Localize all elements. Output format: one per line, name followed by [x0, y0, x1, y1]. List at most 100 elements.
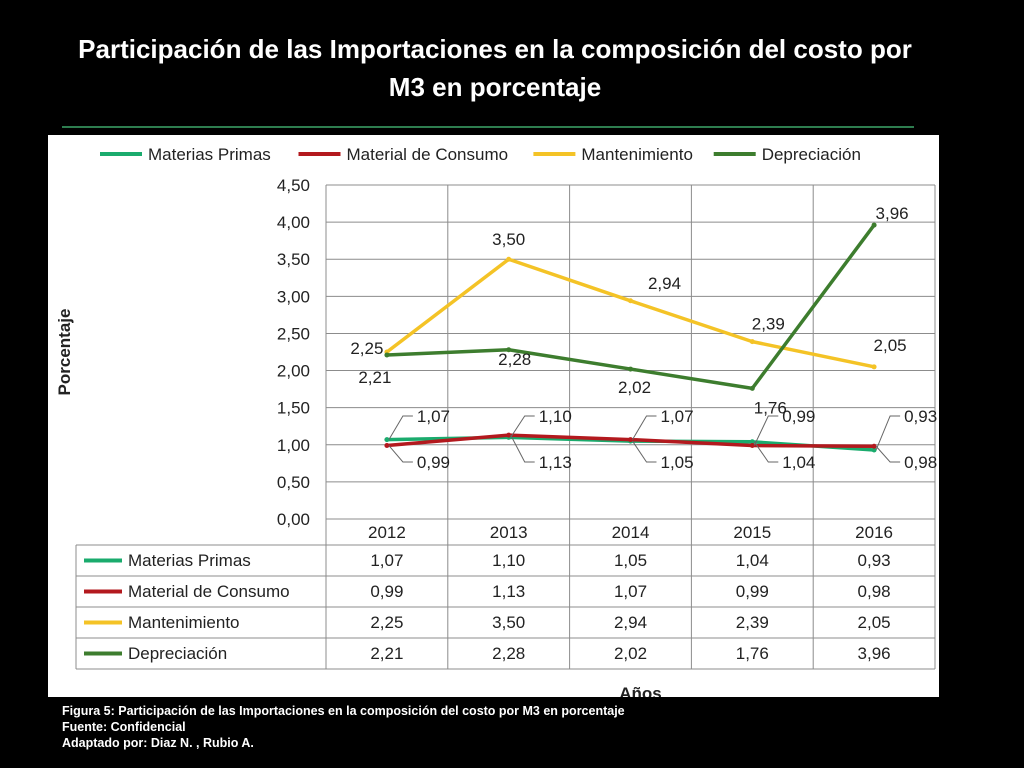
table-cell: 2,21: [370, 644, 403, 663]
callout-leader: [388, 415, 413, 440]
table-cell: 0,99: [736, 582, 769, 601]
table-cell: 2,05: [858, 613, 891, 632]
caption-source-line: Fuente: Confidencial: [62, 720, 186, 734]
table-series-label: Materias Primas: [128, 551, 251, 570]
table-cell: 2,28: [492, 644, 525, 663]
data-point: [384, 437, 390, 443]
x-tick-label: 2014: [612, 523, 650, 542]
callout-leader: [632, 440, 657, 463]
table-cell: 2,02: [614, 644, 647, 663]
data-label: 2,02: [618, 378, 651, 397]
data-label: 1,76: [754, 398, 787, 417]
data-point: [384, 443, 390, 449]
x-tick-label: 2013: [490, 523, 528, 542]
y-tick-label: 2,50: [277, 324, 310, 343]
line-chart: 0,00 0,50 1,00 1,50 2,00 2,50 3,00 3,50 4,00 4,50…: [55, 145, 937, 697]
data-label: 2,25: [350, 339, 383, 358]
data-point: [871, 447, 877, 453]
y-tick-label: 3,00: [277, 287, 310, 306]
table-cell: 1,04: [736, 551, 769, 570]
data-point: [506, 256, 512, 262]
data-point: [749, 443, 755, 449]
table-cell: 2,94: [614, 613, 647, 632]
y-tick-label: 4,50: [277, 176, 310, 195]
table-series-label: Mantenimiento: [128, 613, 240, 632]
data-label: 0,98: [904, 453, 937, 472]
y-tick-label: 2,00: [277, 362, 310, 381]
legend-label: Mantenimiento: [581, 145, 693, 164]
callout-leader: [510, 434, 535, 463]
slide-title: Participación de las Importaciones en la…: [40, 30, 950, 106]
table-cell: 2,25: [370, 613, 403, 632]
data-label: 1,07: [661, 407, 694, 426]
caption-adapted-line: Adaptado por: Diaz N. , Rubio A.: [62, 736, 254, 750]
data-point: [871, 443, 877, 449]
y-axis-title: Porcentaje: [55, 309, 74, 396]
y-tick-label: 4,00: [277, 213, 310, 232]
data-label: 1,05: [661, 453, 694, 472]
data-label: 1,04: [782, 453, 815, 472]
data-point: [506, 432, 512, 438]
callout-leader: [632, 415, 657, 440]
data-label: 2,39: [752, 315, 785, 334]
data-label: 1,10: [539, 407, 572, 426]
table-cell: 3,50: [492, 613, 525, 632]
data-point: [628, 437, 633, 443]
caption-figure-line: Figura 5: Participación de las Importaci…: [62, 704, 625, 718]
y-tick-label: 1,00: [277, 436, 310, 455]
legend-label: Depreciación: [762, 145, 861, 164]
y-tick-label: 1,50: [277, 399, 310, 418]
callout-leader: [753, 415, 779, 446]
chart-panel: 0,00 0,50 1,00 1,50 2,00 2,50 3,00 3,50 4,00 4,50…: [48, 135, 939, 697]
x-tick-label: 2015: [733, 523, 771, 542]
callout-leader: [753, 441, 779, 463]
data-point: [749, 385, 755, 391]
data-label: 2,28: [498, 350, 531, 369]
y-tick-label: 0,00: [277, 510, 310, 529]
legend-label: Materias Primas: [148, 145, 271, 164]
callout-leader: [875, 445, 901, 463]
table-cell: 1,05: [614, 551, 647, 570]
table-cell: 0,93: [858, 551, 891, 570]
table-cell: 3,96: [858, 644, 891, 663]
table-cell: 2,39: [736, 613, 769, 632]
data-label: 3,96: [876, 204, 909, 223]
data-point: [384, 352, 390, 358]
y-tick-label: 3,50: [277, 250, 310, 269]
series-line: [385, 223, 876, 391]
callout-leader: [510, 415, 535, 438]
data-label: 2,05: [874, 336, 907, 355]
data-point: [506, 347, 512, 353]
data-point: [749, 339, 755, 345]
table-cell: 0,99: [370, 582, 403, 601]
data-point: [628, 366, 633, 372]
callout-leader: [875, 415, 901, 451]
title-divider: [62, 126, 914, 128]
table-cell: 1,76: [736, 644, 769, 663]
data-label: 2,94: [648, 274, 681, 293]
data-label: 3,50: [492, 230, 525, 249]
data-label: 0,93: [904, 407, 937, 426]
table-series-label: Depreciación: [128, 644, 227, 663]
data-label: 0,99: [417, 453, 450, 472]
data-label: 1,07: [417, 407, 450, 426]
table-cell: 1,07: [614, 582, 647, 601]
slide-title-line-1: Participación de las Importaciones en la…: [78, 34, 912, 64]
data-point: [871, 222, 877, 228]
y-tick-label: 0,50: [277, 473, 310, 492]
x-axis-title: Años: [619, 684, 662, 697]
figure-caption: Figura 5: Participación de las Importaci…: [62, 703, 962, 751]
table-cell: 1,13: [492, 582, 525, 601]
callout-leader: [388, 445, 413, 463]
data-label: 1,13: [539, 453, 572, 472]
x-tick-label: 2016: [855, 523, 893, 542]
data-point: [628, 298, 633, 304]
data-point: [749, 439, 755, 445]
x-tick-label: 2012: [368, 523, 406, 542]
slide-title-line-2: M3 en porcentaje: [388, 72, 602, 102]
table-series-label: Material de Consumo: [128, 582, 290, 601]
data-point: [871, 364, 877, 370]
legend-label: Material de Consumo: [347, 145, 509, 164]
data-label: 2,21: [358, 368, 391, 387]
data-label: 0,99: [782, 407, 815, 426]
